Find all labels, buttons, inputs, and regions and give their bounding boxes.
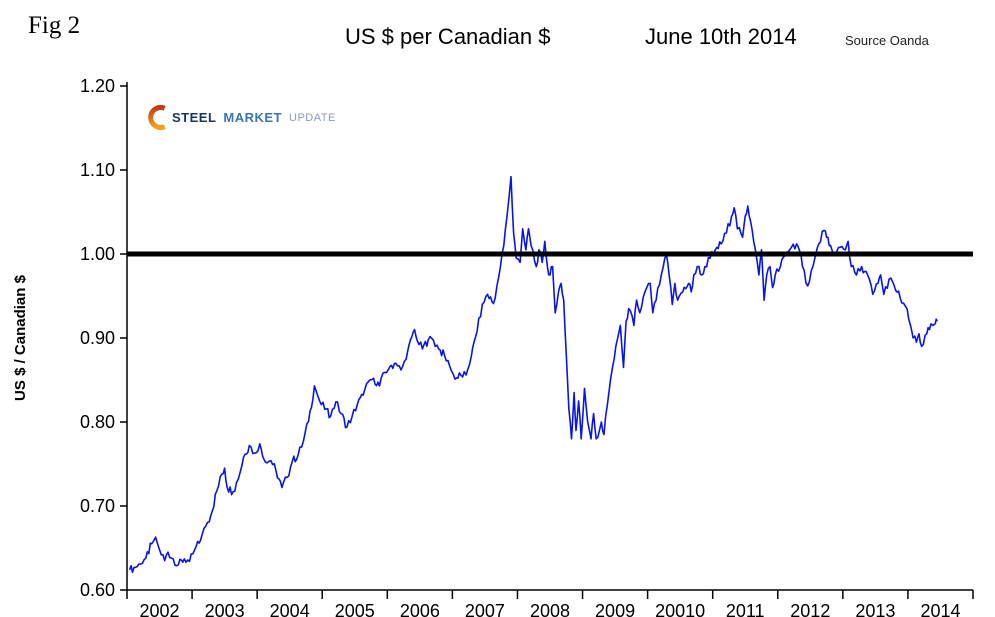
svg-text:20010: 20010 xyxy=(655,601,705,617)
steel-market-update-logo: STEEL MARKET UPDATE xyxy=(148,104,336,131)
svg-text:2012: 2012 xyxy=(790,601,830,617)
svg-text:2005: 2005 xyxy=(335,601,375,617)
svg-text:2008: 2008 xyxy=(530,601,570,617)
svg-text:2003: 2003 xyxy=(205,601,245,617)
svg-text:0.70: 0.70 xyxy=(80,496,115,516)
figure-label: Fig 2 xyxy=(28,12,81,39)
svg-text:2009: 2009 xyxy=(595,601,635,617)
logo-arc-icon xyxy=(148,105,166,130)
svg-text:0.60: 0.60 xyxy=(80,580,115,600)
svg-text:0.90: 0.90 xyxy=(80,328,115,348)
chart-date: June 10th 2014 xyxy=(645,24,797,49)
y-axis-label: US $ / Canadian $ xyxy=(12,275,29,401)
svg-text:2013: 2013 xyxy=(855,601,895,617)
logo-text-market: MARKET xyxy=(223,110,283,125)
svg-text:1.10: 1.10 xyxy=(80,160,115,180)
logo-text-steel: STEEL xyxy=(172,110,217,125)
svg-text:2002: 2002 xyxy=(140,601,180,617)
chart-title: US $ per Canadian $ xyxy=(345,24,551,49)
svg-text:2014: 2014 xyxy=(920,601,960,617)
chart-source: Source Oanda xyxy=(845,33,929,48)
svg-text:1.00: 1.00 xyxy=(80,244,115,264)
svg-text:0.80: 0.80 xyxy=(80,412,115,432)
svg-text:2006: 2006 xyxy=(400,601,440,617)
svg-text:1.20: 1.20 xyxy=(80,76,115,96)
svg-text:2011: 2011 xyxy=(726,601,765,617)
logo-text-update: UPDATE xyxy=(289,111,336,124)
svg-text:2007: 2007 xyxy=(465,601,505,617)
svg-text:2004: 2004 xyxy=(270,601,310,617)
